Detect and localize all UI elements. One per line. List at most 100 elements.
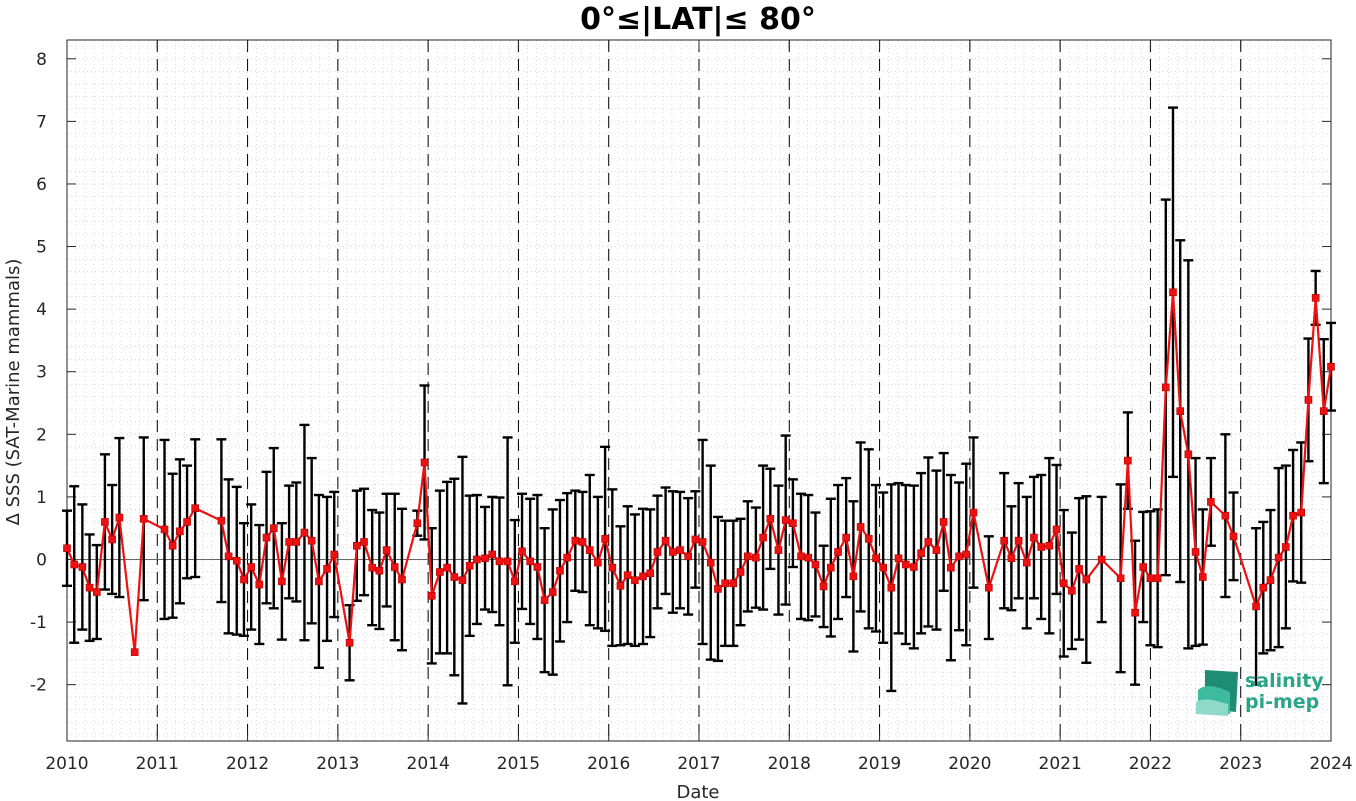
data-point xyxy=(1007,554,1016,563)
data-point xyxy=(1153,574,1162,583)
data-point xyxy=(176,527,184,536)
data-point xyxy=(458,576,467,584)
data-point xyxy=(842,533,850,542)
data-point xyxy=(436,568,444,576)
data-point xyxy=(759,533,767,542)
data-point xyxy=(834,548,842,556)
data-point xyxy=(789,519,797,527)
data-point xyxy=(285,538,293,546)
data-point xyxy=(443,563,451,572)
data-point xyxy=(1327,362,1335,371)
data-point xyxy=(872,554,880,563)
data-point xyxy=(382,546,391,554)
data-point xyxy=(811,560,820,569)
data-point xyxy=(639,572,647,581)
data-point xyxy=(420,458,429,467)
data-point xyxy=(849,572,858,581)
data-point xyxy=(1097,555,1106,564)
data-point xyxy=(330,550,339,559)
data-point xyxy=(646,569,655,578)
data-point xyxy=(1014,536,1023,545)
data-point xyxy=(1304,396,1313,404)
x-tick-label: 2023 xyxy=(1219,754,1262,774)
y-tick-label: 8 xyxy=(36,50,47,70)
y-tick-label: 0 xyxy=(36,550,47,570)
y-axis-label: Δ SSS (SAT-Marine mammals) xyxy=(3,259,24,526)
data-point xyxy=(879,563,887,572)
x-tick-label: 2022 xyxy=(1129,754,1172,774)
y-tick-label: 2 xyxy=(36,425,47,445)
data-point xyxy=(571,536,580,545)
data-point xyxy=(985,583,993,592)
data-point xyxy=(375,566,384,575)
data-point xyxy=(398,575,406,584)
data-point xyxy=(684,552,692,561)
x-tick-label: 2011 xyxy=(136,754,179,774)
y-tick-label: 1 xyxy=(36,488,47,508)
data-point xyxy=(585,546,594,554)
y-tick-label: -1 xyxy=(30,613,47,633)
data-point xyxy=(947,563,955,572)
data-point xyxy=(63,544,71,553)
data-point xyxy=(292,538,301,546)
data-point xyxy=(797,552,805,561)
data-point xyxy=(1229,532,1238,541)
data-point xyxy=(262,533,271,542)
data-point xyxy=(962,550,971,559)
data-point xyxy=(1311,294,1320,302)
y-tick-label: -2 xyxy=(30,676,47,696)
data-point xyxy=(774,546,783,554)
data-point xyxy=(594,558,602,567)
data-point xyxy=(932,546,941,554)
x-tick-label: 2024 xyxy=(1309,754,1352,774)
data-point xyxy=(1161,383,1170,392)
data-point xyxy=(924,538,933,546)
data-point xyxy=(752,553,760,562)
data-point xyxy=(691,535,700,544)
data-point xyxy=(390,563,399,571)
data-point xyxy=(278,577,286,586)
data-point xyxy=(1169,288,1177,297)
data-point xyxy=(804,553,813,562)
data-point xyxy=(323,565,331,573)
salinity-pi-mep-logo: salinity pi-mep xyxy=(1196,670,1324,716)
data-point xyxy=(130,648,139,656)
data-point xyxy=(631,576,639,584)
data-point xyxy=(353,541,361,550)
data-point xyxy=(78,563,87,571)
logo-line2: pi-mep xyxy=(1245,691,1319,713)
data-point xyxy=(1037,543,1045,551)
data-point xyxy=(92,588,101,596)
data-point xyxy=(743,552,752,561)
data-point xyxy=(623,571,632,579)
data-point xyxy=(578,538,587,546)
data-point xyxy=(488,550,497,559)
data-point xyxy=(939,518,948,526)
data-point xyxy=(473,555,481,564)
data-point xyxy=(1274,553,1283,562)
data-point xyxy=(706,558,715,567)
y-tick-label: 7 xyxy=(36,112,47,132)
y-tick-label: 4 xyxy=(36,300,47,320)
data-point xyxy=(887,583,896,592)
data-point xyxy=(217,516,226,525)
data-point xyxy=(1252,602,1260,611)
data-point xyxy=(511,577,519,586)
data-point xyxy=(653,548,662,556)
data-point xyxy=(1045,541,1054,550)
data-point xyxy=(563,553,571,562)
x-tick-label: 2018 xyxy=(768,754,811,774)
data-point xyxy=(300,528,309,537)
data-point xyxy=(481,554,489,563)
data-point xyxy=(1082,575,1091,584)
data-point xyxy=(518,547,526,556)
data-point xyxy=(729,579,738,588)
x-tick-label: 2019 xyxy=(858,754,901,774)
data-point xyxy=(1124,456,1132,465)
data-point xyxy=(1289,511,1297,520)
data-point xyxy=(556,566,564,575)
data-point xyxy=(533,563,542,571)
data-point xyxy=(115,513,124,522)
data-point xyxy=(465,561,474,570)
data-point xyxy=(1184,450,1193,459)
